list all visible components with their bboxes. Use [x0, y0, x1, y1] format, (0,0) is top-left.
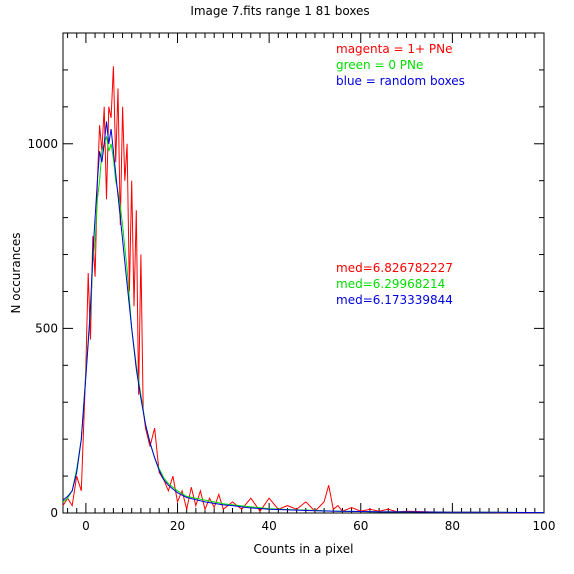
median-blue: med=6.173339844: [336, 293, 453, 307]
x-axis-label: Counts in a pixel: [253, 542, 353, 556]
median-annotations: med=6.826782227 med=6.29968214 med=6.173…: [336, 261, 453, 307]
median-green: med=6.29968214: [336, 277, 445, 291]
y-axis-label: N occurances: [9, 232, 23, 313]
x-tick-label: 60: [353, 519, 368, 533]
legend-entry-blue: blue = random boxes: [336, 74, 465, 88]
chart-title: Image 7.fits range 1 81 boxes: [190, 4, 369, 18]
series-line-2: [62, 121, 545, 514]
x-tick-label: 40: [262, 519, 277, 533]
median-magenta: med=6.826782227: [336, 261, 453, 275]
legend-entry-magenta: magenta = 1+ PNe: [336, 42, 453, 56]
x-tick-label: 80: [445, 519, 460, 533]
y-tick-label: 0: [50, 506, 58, 520]
plot-frame: [62, 32, 545, 514]
legend-entry-green: green = 0 PNe: [336, 58, 423, 72]
y-tick-label: 1000: [27, 137, 58, 151]
series-line-1: [62, 136, 545, 514]
x-tick-label: 0: [82, 519, 90, 533]
series-lines: [62, 66, 545, 514]
series-line-0: [62, 66, 544, 514]
y-tick-label: 500: [35, 321, 58, 335]
x-tick-label: 20: [170, 519, 185, 533]
legend: magenta = 1+ PNe green = 0 PNe blue = ra…: [336, 42, 465, 88]
x-tick-label: 100: [533, 519, 556, 533]
